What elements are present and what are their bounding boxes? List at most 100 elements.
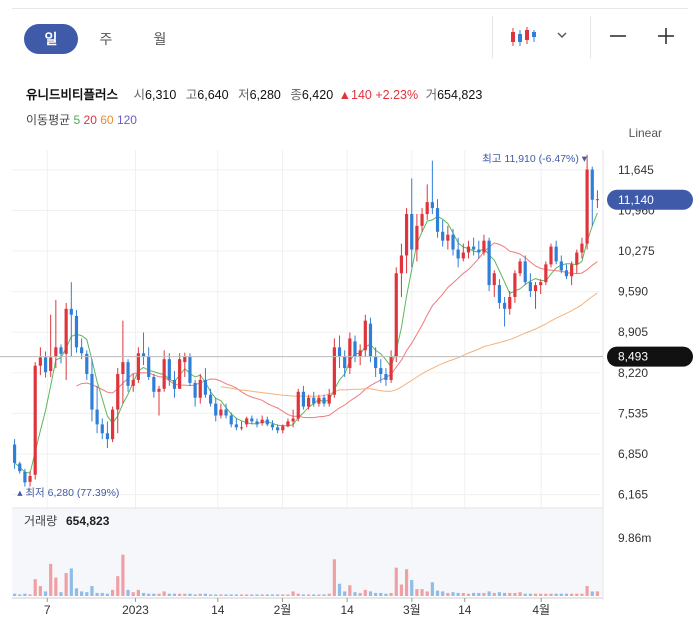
volume-bar (435, 590, 440, 596)
volume-bar (126, 589, 130, 596)
candle-body (116, 374, 120, 410)
candle-body (549, 246, 553, 265)
volume-bar (136, 589, 140, 596)
tab-monthly[interactable]: 월 (153, 31, 167, 47)
volume-bar (497, 592, 502, 596)
volume-bar (528, 593, 532, 596)
volume-bar (74, 588, 79, 596)
candle-body (301, 391, 306, 407)
x-tick-label: 2월 (274, 603, 292, 617)
candle-body (219, 409, 223, 416)
volume-bar (208, 594, 213, 596)
volume-bar (270, 594, 275, 596)
volume-bar (590, 591, 594, 596)
candle-body (255, 421, 259, 425)
volume-bar (214, 594, 218, 596)
candlestick-icon[interactable] (508, 26, 538, 48)
tab-daily[interactable]: 일 (24, 24, 78, 54)
candle-body (291, 418, 295, 422)
volume-bar (554, 593, 558, 596)
candle-body (224, 409, 228, 416)
volume-bar (466, 593, 471, 596)
current-price-label: 11,140 (618, 193, 654, 207)
volume-bar (116, 576, 120, 596)
volume-bar (276, 594, 280, 596)
candle-body (523, 261, 527, 283)
volume-bar (291, 591, 295, 596)
volume-bar (95, 592, 99, 596)
volume-panel (12, 508, 603, 596)
volume-bar (234, 594, 238, 596)
candle-body (54, 347, 58, 357)
scale-selector[interactable]: Linear (628, 126, 662, 140)
candle-body (425, 202, 429, 214)
volume-bar (358, 592, 362, 596)
candle-body (461, 252, 465, 259)
volume-bar (85, 592, 89, 596)
chevron-down-icon[interactable] (556, 30, 568, 40)
high-label: 고 (185, 88, 198, 102)
volume-bar (245, 594, 249, 596)
volume-bar (306, 594, 311, 596)
candle-body (276, 427, 280, 431)
volume-bar (441, 591, 445, 596)
volume-bar (203, 593, 208, 596)
volume-bar (343, 591, 347, 596)
volume-bar (59, 592, 63, 596)
volume-bar (451, 592, 455, 596)
price-tick-label: 7,535 (618, 406, 648, 420)
candle-body (564, 270, 569, 277)
volume-bar (255, 594, 259, 596)
candle-body (337, 347, 342, 357)
candle-body (441, 231, 445, 241)
volume-bar (54, 577, 58, 596)
volume-bar (472, 592, 476, 596)
close-value: 6,420 (301, 88, 334, 102)
volume-bar (368, 591, 373, 596)
ma-120-label: 120 (116, 113, 137, 127)
volume-bar (100, 592, 104, 596)
volume-bar (420, 589, 424, 596)
candle-body (575, 252, 579, 265)
volume-bar (575, 593, 579, 596)
low-label: 저 (238, 88, 250, 102)
candle-body (296, 391, 300, 419)
plus-icon[interactable] (656, 26, 676, 46)
volume-value: 654,823 (66, 514, 110, 528)
reference-price-tag (607, 346, 693, 367)
volume-bar (430, 582, 434, 596)
volume-bar (219, 594, 223, 596)
candle-body (374, 356, 378, 369)
candle-body (322, 397, 326, 404)
volume-bar (250, 594, 254, 596)
tab-weekly[interactable]: 주 (99, 31, 113, 47)
minus-icon[interactable] (608, 28, 628, 44)
volume-bar (461, 592, 465, 596)
volume-bar (198, 593, 202, 596)
volume-bar (389, 592, 393, 596)
candle-body (43, 357, 48, 373)
change-percent: +2.23% (375, 88, 419, 102)
volume-bar (172, 593, 177, 596)
candle-body (580, 243, 584, 253)
volume-bar (399, 584, 404, 596)
candle-body (343, 356, 347, 369)
volume-bar (260, 594, 264, 596)
candle-body (435, 208, 440, 232)
volume-bar (286, 594, 290, 596)
candle-body (472, 246, 476, 250)
volume-bar (105, 593, 110, 596)
price-tick-label: 6,850 (618, 447, 648, 461)
candle-body (281, 426, 285, 431)
price-tick-label: 9,590 (618, 285, 648, 299)
candle-body (90, 374, 94, 410)
volume-bar (404, 569, 409, 596)
candle-body (487, 240, 491, 286)
volume-bar (23, 593, 27, 596)
x-tick-label: 14 (458, 603, 472, 617)
ma-60-label: 60 (100, 113, 114, 127)
volume-bar (379, 592, 383, 596)
toolbar-separator (590, 16, 591, 58)
ma-20-label: 20 (83, 113, 97, 127)
